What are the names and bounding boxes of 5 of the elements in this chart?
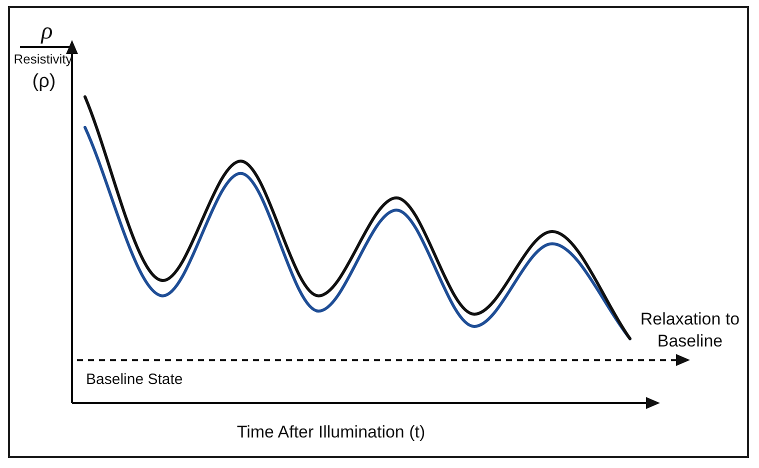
y-axis-title: Resistivity (ρ) [14, 52, 73, 92]
x-axis-title: Time After Illumination (t) [236, 422, 426, 442]
ref-line-label: Baseline State [86, 370, 183, 388]
annotation: Relaxation to Baseline [640, 310, 740, 351]
text: ρ [40, 18, 53, 44]
